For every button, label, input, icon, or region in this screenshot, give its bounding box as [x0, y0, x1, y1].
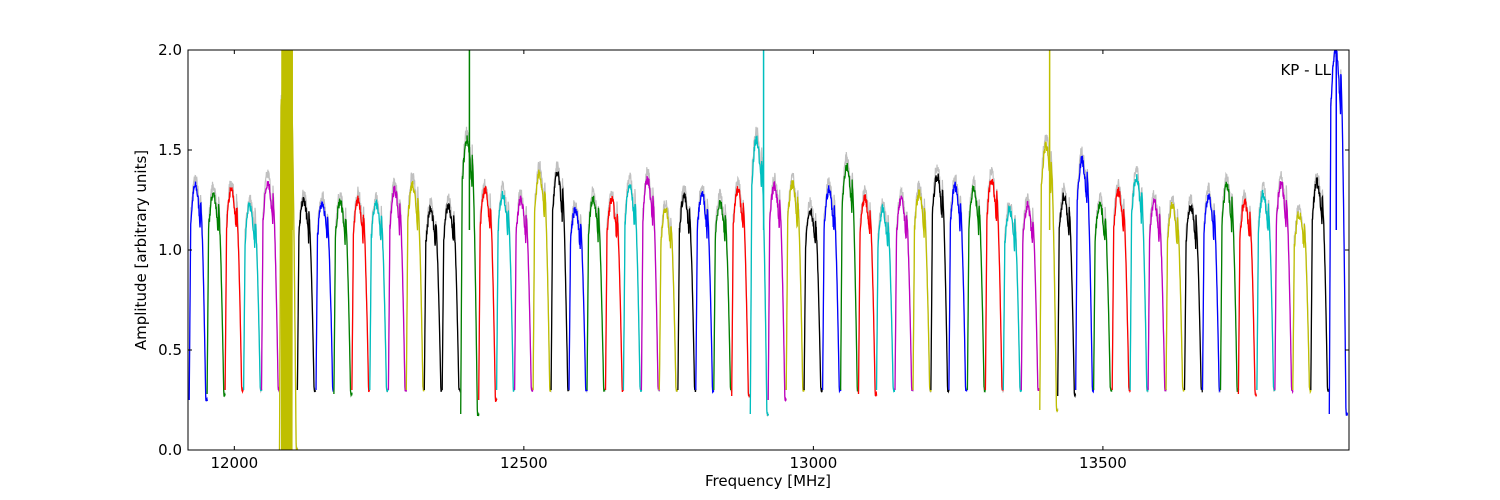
- channel-line-30: [731, 186, 751, 398]
- channel-line-62: [1310, 177, 1330, 392]
- y-tick-label: 0.0: [158, 441, 182, 459]
- channel-line-61: [1292, 211, 1312, 395]
- channel-line-0: [188, 181, 208, 402]
- channel-line-19: [532, 169, 552, 392]
- channel-line-33: [785, 180, 805, 392]
- x-tick-label: 13000: [790, 454, 838, 472]
- channel-line-35: [821, 185, 842, 394]
- channel-line-22: [586, 195, 606, 392]
- channel-line-28: [695, 191, 715, 395]
- plot-frame: [187, 49, 1350, 451]
- channel-line-7: [315, 200, 335, 392]
- channel-line-3: [242, 202, 263, 392]
- channel-line-1: [206, 192, 226, 398]
- channel-line-27: [677, 192, 697, 393]
- channel-line-54: [1165, 201, 1185, 392]
- channel-line-2: [224, 187, 244, 395]
- channel-line-24: [622, 183, 643, 392]
- channel-line-57: [1219, 181, 1240, 393]
- channel-line-45: [1002, 204, 1023, 392]
- channel-line-46: [1020, 200, 1041, 391]
- channel-line-17: [495, 190, 516, 392]
- channel-line-5: [278, 50, 298, 450]
- x-axis-label: Frequency [MHz]: [705, 472, 831, 490]
- annotation-label: KP - LL: [1280, 61, 1331, 79]
- channel-line-23: [604, 195, 625, 392]
- channel-line-21: [568, 206, 588, 392]
- channel-line-18: [513, 195, 534, 392]
- x-tick-label: 12000: [210, 454, 258, 472]
- channel-line-48: [1057, 192, 1077, 398]
- channel-line-56: [1201, 193, 1222, 393]
- channel-line-59: [1256, 189, 1276, 391]
- channel-line-63: [1328, 50, 1349, 416]
- plot-lines: [188, 50, 1349, 450]
- channel-line-44: [984, 178, 1005, 392]
- channel-line-38: [875, 203, 896, 394]
- channel-line-40: [912, 189, 932, 392]
- channel-line-10: [369, 199, 389, 392]
- y-tick-label: 1.5: [158, 141, 182, 159]
- y-tick-label: 0.5: [158, 341, 182, 359]
- channel-line-39: [894, 195, 914, 392]
- channel-line-36: [839, 162, 860, 393]
- channel-line-58: [1237, 198, 1258, 398]
- channel-line-47: [1039, 141, 1059, 413]
- y-tick-label: 2.0: [158, 41, 182, 59]
- channel-line-51: [1111, 187, 1131, 393]
- channel-line-37: [857, 194, 878, 397]
- x-tick-label: 12500: [500, 454, 548, 472]
- channel-line-41: [930, 173, 950, 394]
- channel-line-32: [767, 181, 787, 402]
- y-axis-label: Amplitude [arbitrary units]: [132, 150, 150, 350]
- channel-line-42: [948, 181, 968, 393]
- channel-line-11: [387, 185, 408, 392]
- channel-line-12: [405, 180, 425, 392]
- channel-line-16: [478, 186, 498, 402]
- channel-line-53: [1147, 197, 1167, 392]
- channel-line-25: [640, 175, 661, 391]
- channel-line-52: [1129, 174, 1149, 392]
- axis-ticks: 12000 12500 13000 13500 0.0 0.5 1.0 1.5 2.0: [158, 41, 1349, 472]
- channel-line-31: [749, 135, 770, 416]
- channel-line-55: [1183, 204, 1203, 393]
- channel-line-26: [658, 207, 678, 392]
- x-tick-label: 13500: [1079, 454, 1127, 472]
- channel-line-29: [713, 199, 733, 393]
- channel-line-49: [1075, 155, 1095, 394]
- y-tick-label: 1.0: [158, 241, 182, 259]
- channel-line-4: [260, 180, 281, 392]
- channel-line-13: [423, 204, 443, 392]
- channel-line-8: [333, 198, 353, 398]
- channel-line-14: [441, 203, 461, 394]
- channel-line-9: [351, 195, 371, 393]
- channel-line-20: [550, 171, 570, 392]
- channel-line-60: [1274, 181, 1294, 395]
- channel-line-50: [1092, 201, 1113, 392]
- channel-line-34: [803, 208, 823, 393]
- channel-line-43: [966, 185, 987, 393]
- channel-line-6: [296, 196, 317, 393]
